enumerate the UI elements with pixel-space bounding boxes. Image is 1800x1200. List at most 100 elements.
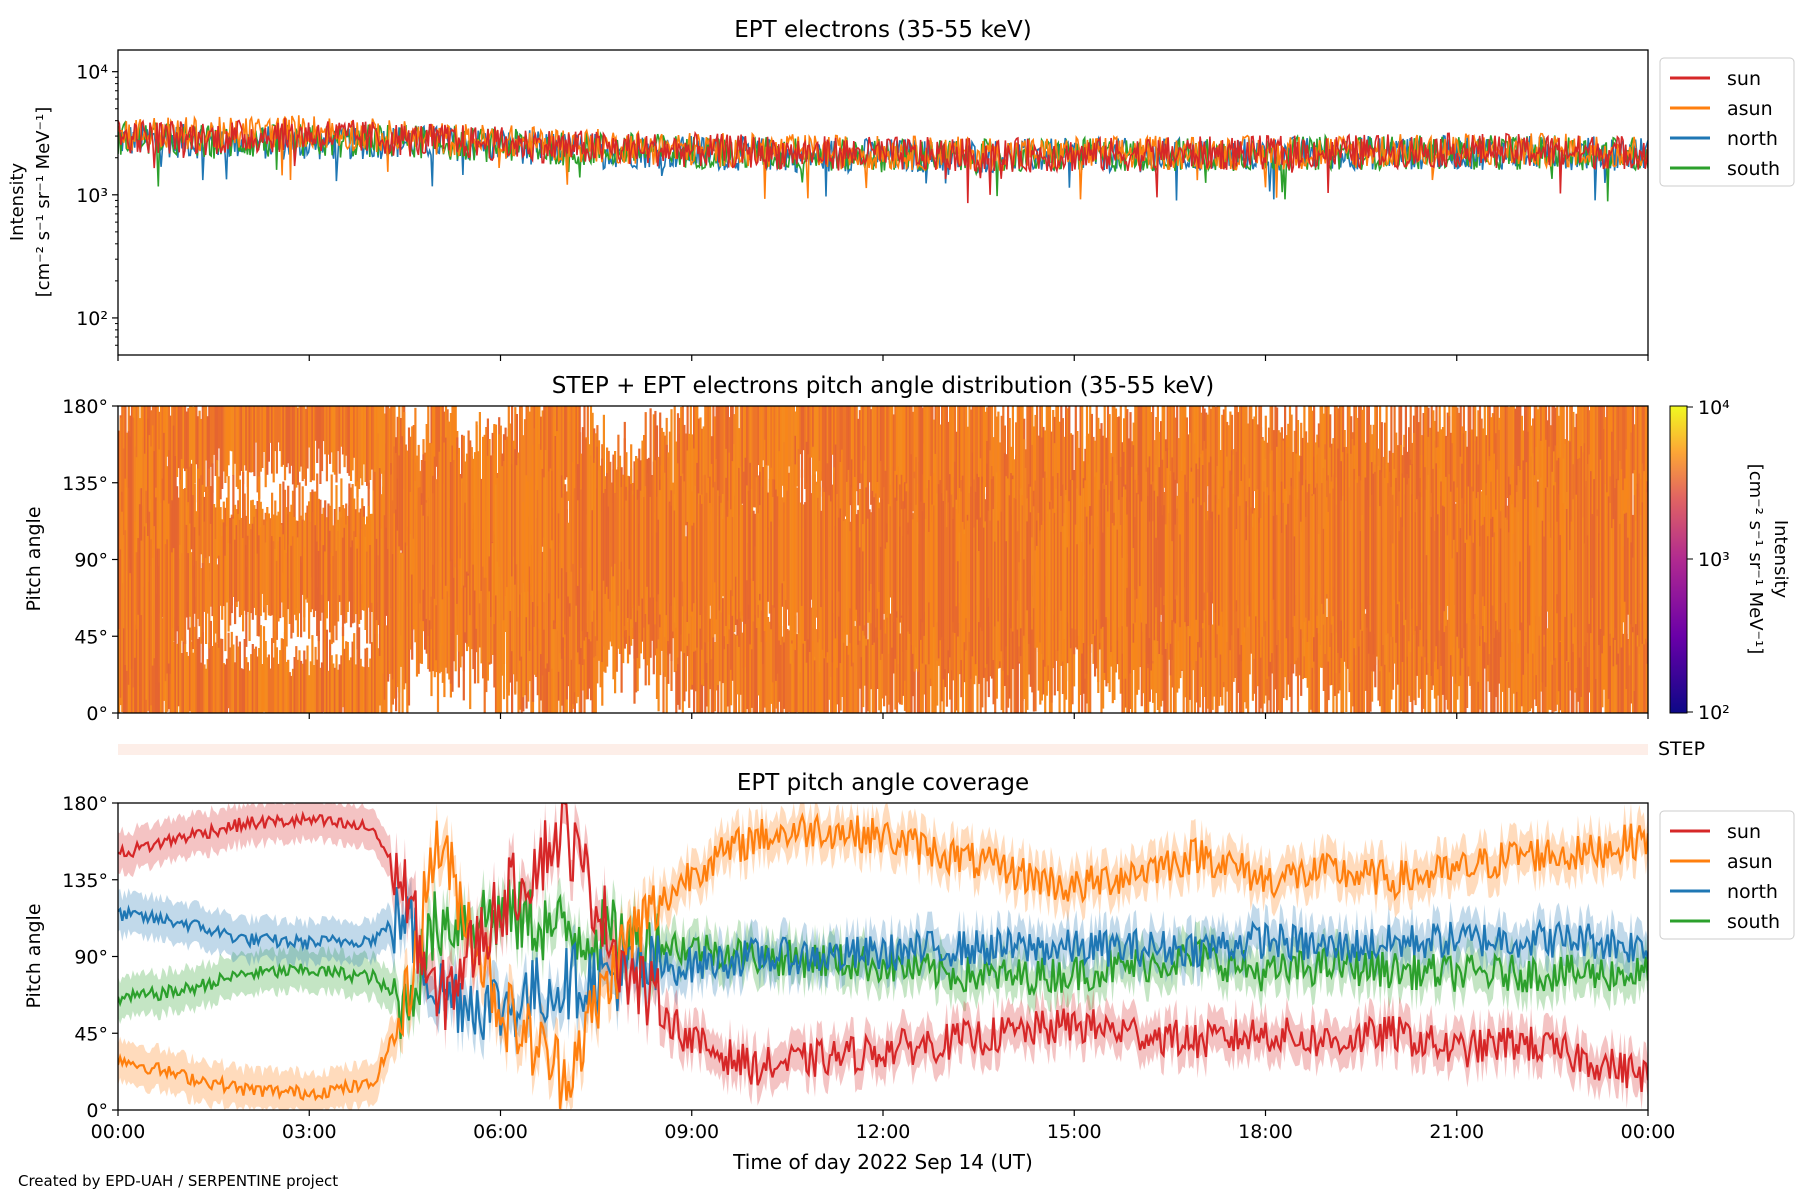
heatmap-cell <box>515 465 518 565</box>
heatmap-cell <box>172 641 175 713</box>
heatmap-cell <box>1230 474 1234 636</box>
heatmap-cell <box>1214 495 1217 613</box>
panel1-ylabel-line2: [cm⁻² s⁻¹ sr⁻¹ MeV⁻¹] <box>33 107 54 298</box>
heatmap-cell <box>1527 431 1530 623</box>
heatmap-cell <box>1240 480 1243 645</box>
heatmap-cell <box>862 561 865 708</box>
heatmap-cell <box>731 609 734 681</box>
heatmap-cell <box>1163 406 1166 488</box>
heatmap-cell <box>912 411 915 512</box>
heatmap-cell <box>696 462 699 599</box>
heatmap-cell <box>1493 406 1496 498</box>
heatmap-cell <box>1160 621 1163 707</box>
heatmap-cell <box>1499 528 1502 657</box>
heatmap-cell <box>267 517 270 613</box>
heatmap-cell <box>206 659 209 713</box>
heatmap-cell <box>248 406 251 473</box>
heatmap-cell <box>470 563 473 650</box>
heatmap-cell <box>957 447 960 611</box>
heatmap-cell <box>639 490 642 642</box>
y-tick-label: 10² <box>76 308 108 330</box>
panel3-series <box>118 803 1648 1110</box>
heatmap-cell <box>676 463 680 658</box>
heatmap-cell <box>1238 406 1242 541</box>
heatmap-cell <box>746 485 749 581</box>
heatmap-cell <box>483 434 486 578</box>
heatmap-cell <box>1485 435 1488 520</box>
heatmap-cell <box>1422 458 1425 647</box>
heatmap-cell <box>932 419 936 506</box>
heatmap-cell <box>1425 489 1428 592</box>
heatmap-cell <box>462 512 465 701</box>
heatmap-cell <box>1573 483 1577 628</box>
heatmap-cell <box>657 519 660 595</box>
heatmap-cell <box>1622 633 1625 713</box>
heatmap-cell <box>691 525 694 612</box>
heatmap-cell <box>1588 509 1591 624</box>
heatmap-cell <box>879 406 882 464</box>
heatmap-cell <box>277 406 280 443</box>
heatmap-cell <box>243 639 246 713</box>
heatmap-cell <box>1631 613 1635 713</box>
heatmap-cell <box>697 504 700 591</box>
heatmap-cell <box>1135 406 1139 526</box>
heatmap-cell <box>1152 406 1155 538</box>
heatmap-cell <box>1466 548 1469 708</box>
heatmap-cell <box>185 411 188 501</box>
heatmap-cell <box>881 406 884 516</box>
colorbar-gradient <box>1669 405 1688 714</box>
heatmap-cell <box>119 549 122 698</box>
heatmap-cell <box>1152 521 1155 661</box>
x-tick-label: 21:00 <box>1429 1121 1484 1143</box>
heatmap-cell <box>1232 494 1235 611</box>
heatmap-cell <box>1451 558 1454 644</box>
heatmap-cell <box>304 659 307 713</box>
series-line-north <box>118 886 1648 1041</box>
heatmap-cell <box>1620 606 1623 713</box>
heatmap-cell <box>272 406 275 483</box>
heatmap-cell <box>1617 480 1620 654</box>
heatmap-cell <box>1060 406 1063 571</box>
heatmap-cell <box>1032 575 1035 712</box>
heatmap-cell <box>242 669 245 713</box>
heatmap-cell <box>1635 611 1638 713</box>
heatmap-cell <box>921 407 924 503</box>
heatmap-cell <box>514 449 517 585</box>
heatmap-cell <box>1153 440 1156 536</box>
heatmap-cell <box>359 533 362 620</box>
heatmap-cell <box>684 536 688 613</box>
heatmap-cell <box>1177 438 1180 641</box>
heatmap-cell <box>201 484 204 576</box>
heatmap-cell <box>203 521 206 612</box>
heatmap-cell <box>1032 506 1035 609</box>
heatmap-cell <box>1313 494 1316 638</box>
heatmap-cell <box>538 560 541 713</box>
heatmap-cell <box>1504 541 1507 713</box>
heatmap-cell <box>762 406 765 461</box>
heatmap-cell <box>1168 513 1171 660</box>
heatmap-cell <box>1205 448 1208 651</box>
heatmap-cell <box>271 536 274 616</box>
heatmap-cell <box>467 430 470 574</box>
heatmap-cell <box>1208 462 1211 626</box>
heatmap-cell <box>155 497 158 684</box>
heatmap-cell <box>221 406 224 489</box>
heatmap-cell <box>982 527 986 678</box>
heatmap-cell <box>1209 518 1213 592</box>
heatmap-cell <box>1496 469 1499 566</box>
heatmap-cell <box>746 497 749 674</box>
heatmap-cell <box>815 406 818 472</box>
heatmap-cell <box>477 451 480 598</box>
heatmap-cell <box>868 597 871 713</box>
heatmap-cell <box>957 581 960 713</box>
heatmap-cell <box>349 547 353 628</box>
heatmap-cell <box>147 418 150 578</box>
heatmap-cell <box>865 487 868 639</box>
heatmap-cell <box>1512 406 1515 513</box>
heatmap-cell <box>1076 544 1079 650</box>
heatmap-cell <box>1095 406 1098 534</box>
heatmap-cell <box>953 571 957 713</box>
heatmap-cell <box>1599 576 1602 713</box>
heatmap-cell <box>1050 431 1053 535</box>
heatmap-cell <box>773 479 776 608</box>
